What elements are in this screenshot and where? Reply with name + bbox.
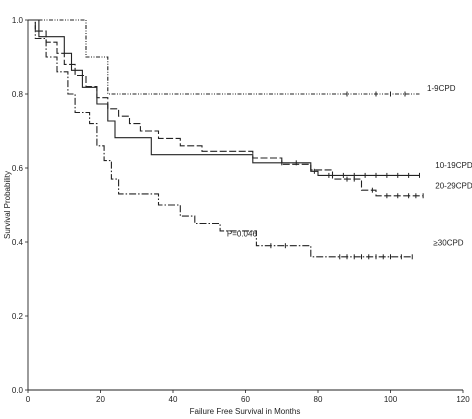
y-ticks: 0.0 0.2 0.4 0.6 0.8 1.0 <box>12 16 28 395</box>
series-labels: 1-9CPD 10-19CPD 20-29CPD ≥30CPD <box>427 84 472 248</box>
series-line <box>28 19 424 197</box>
x-ticks: 0 20 40 60 80 100 120 <box>26 390 470 404</box>
series-label: 1-9CPD <box>427 84 456 93</box>
x-axis-title: Failure Free Survival in Months <box>190 407 301 416</box>
x-tick-label: 80 <box>314 395 323 404</box>
y-tick-label: 0.0 <box>12 386 24 395</box>
x-tick-label: 40 <box>169 395 178 404</box>
y-tick-label: 0.8 <box>12 90 24 99</box>
series-lines <box>28 19 424 258</box>
censor-marks <box>270 91 424 260</box>
series-line <box>28 19 420 176</box>
series-label: 20-29CPD <box>435 181 472 190</box>
y-tick-label: 0.2 <box>12 312 24 321</box>
series-line <box>28 19 420 95</box>
x-tick-label: 20 <box>96 395 105 404</box>
series-label: ≥30CPD <box>433 239 463 248</box>
x-tick-label: 60 <box>241 395 250 404</box>
y-tick-label: 1.0 <box>12 16 24 25</box>
x-tick-label: 100 <box>384 395 398 404</box>
series-line <box>28 19 413 258</box>
y-axis-title: Survival Probability <box>3 171 12 239</box>
y-tick-label: 0.6 <box>12 164 24 173</box>
series-label: 10-19CPD <box>435 161 472 170</box>
y-tick-label: 0.4 <box>12 238 24 247</box>
x-tick-label: 120 <box>456 395 470 404</box>
p-value-annotation: P=0.046 <box>227 229 258 238</box>
x-tick-label: 0 <box>26 395 31 404</box>
